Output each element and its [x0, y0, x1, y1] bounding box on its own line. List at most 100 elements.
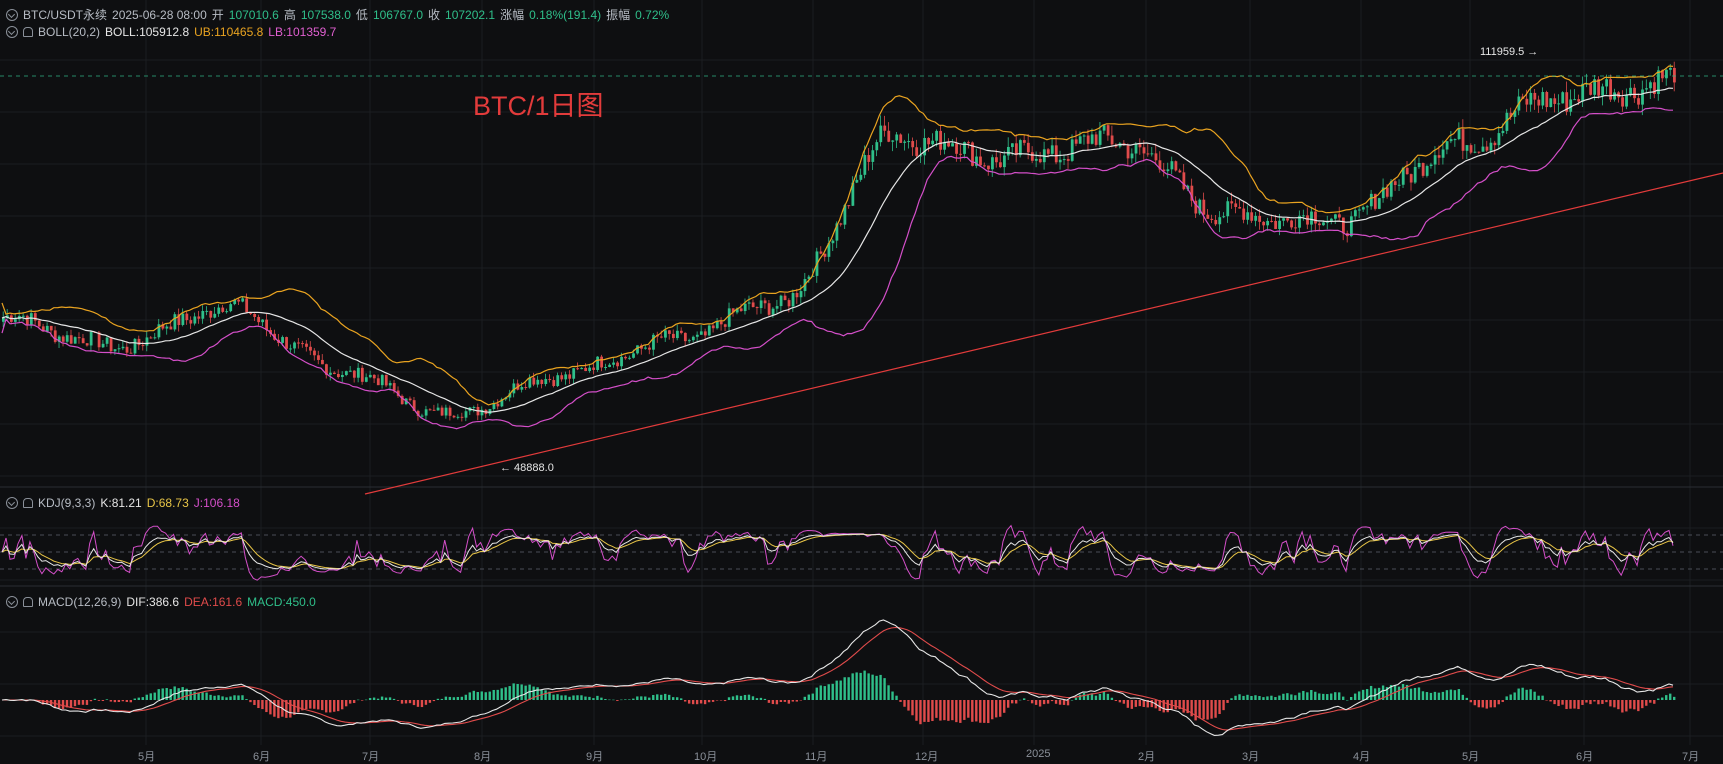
macd-histogram-bar	[1110, 697, 1114, 700]
macd-histogram-bar	[1505, 696, 1508, 700]
kdj-name[interactable]: KDJ(9,3,3)	[38, 496, 96, 510]
macd-histogram-bar	[1298, 692, 1301, 700]
macd-histogram-bar	[464, 694, 468, 700]
candle-body	[340, 374, 344, 377]
candle-body	[1629, 87, 1632, 96]
collapse-icon[interactable]	[6, 596, 18, 608]
candle-body	[1010, 143, 1014, 147]
collapse-icon[interactable]	[6, 8, 18, 21]
macd-name[interactable]: MACD(12,26,9)	[38, 595, 122, 609]
macd-histogram-bar	[1334, 692, 1337, 700]
macd-histogram-bar	[249, 700, 252, 703]
macd-histogram-bar	[1497, 700, 1500, 705]
candle-body	[1589, 83, 1593, 95]
candle-body	[1665, 69, 1668, 79]
candle-body	[783, 295, 787, 301]
collapse-icon[interactable]	[6, 26, 18, 38]
macd-histogram-bar	[1258, 696, 1261, 700]
candle-body	[1030, 152, 1034, 161]
candle-body	[528, 377, 532, 388]
candle-body	[428, 409, 432, 411]
candle-body	[835, 223, 839, 241]
candle-body	[1429, 164, 1433, 167]
candle-body	[831, 240, 835, 244]
candle-body	[556, 375, 560, 387]
candle-body	[221, 307, 225, 312]
macd-histogram-bar	[687, 700, 691, 704]
candle-body	[432, 409, 436, 411]
macd-histogram-bar	[1597, 700, 1600, 705]
candle-body	[779, 295, 783, 307]
low-value: 106767.0	[372, 7, 423, 22]
candle-body	[1597, 79, 1601, 96]
macd-histogram-bar	[289, 700, 292, 718]
macd-histogram-bar	[1489, 700, 1492, 708]
macd-histogram-bar	[1082, 692, 1086, 700]
macd-histogram-bar	[432, 700, 436, 702]
macd-histogram-bar	[935, 700, 938, 718]
macd-histogram-bar	[117, 700, 121, 703]
macd-histogram-bar	[747, 694, 751, 700]
candle-body	[173, 314, 177, 330]
candle-body	[1621, 97, 1624, 107]
macd-histogram-bar	[484, 692, 487, 700]
macd-histogram-bar	[1609, 700, 1612, 707]
candle-body	[1385, 187, 1389, 197]
macd-histogram-bar	[1477, 700, 1480, 708]
macd-histogram-bar	[93, 698, 97, 700]
macd-histogram-bar	[703, 700, 707, 705]
macd-histogram-bar	[807, 694, 810, 700]
kdj-panel	[0, 524, 1723, 581]
candle-body	[703, 331, 707, 336]
month-tick-label: 2025	[1026, 748, 1051, 760]
candle-body	[715, 321, 719, 329]
macd-histogram-bar	[376, 698, 380, 700]
boll-lower-band	[1, 107, 1673, 430]
candle-body	[360, 367, 364, 382]
candle-body	[1190, 185, 1194, 201]
candle-body	[899, 134, 903, 143]
macd-histogram-bar	[1465, 697, 1469, 700]
boll-name[interactable]: BOLL(20,2)	[38, 25, 101, 39]
candle-body	[548, 378, 552, 381]
candle-body	[664, 330, 667, 338]
candle-body	[392, 383, 396, 391]
macd-histogram-bar	[1673, 696, 1676, 700]
bell-icon[interactable]	[23, 498, 33, 508]
collapse-icon[interactable]	[6, 497, 18, 509]
month-tick-label: 9月	[586, 751, 604, 763]
candle-body	[616, 362, 619, 367]
candle-body	[424, 409, 428, 416]
macd-histogram-bar	[1230, 698, 1233, 700]
candle-body	[859, 174, 863, 180]
candle-body	[683, 332, 687, 342]
candle-body	[269, 330, 272, 334]
candle-body	[125, 346, 129, 353]
macd-histogram-bar	[404, 700, 408, 704]
symbol[interactable]: BTC/USDT永续	[23, 8, 108, 22]
candle-body	[245, 298, 249, 313]
bell-icon[interactable]	[23, 597, 33, 607]
candle-body	[851, 182, 855, 206]
macd-histogram-bar	[209, 694, 212, 700]
candle-body	[1437, 155, 1441, 158]
macd-histogram-bar	[891, 691, 894, 700]
candle-body	[181, 313, 185, 325]
macd-histogram-bar	[317, 700, 320, 710]
candle-body	[963, 142, 966, 154]
macd-histogram-bar	[1669, 693, 1672, 700]
candle-body	[364, 377, 368, 382]
bell-icon[interactable]	[23, 27, 33, 37]
macd-value: MACD:450.0	[247, 595, 316, 609]
macd-histogram-bar	[903, 700, 906, 707]
macd-histogram-bar	[125, 700, 129, 702]
macd-histogram-bar	[1617, 700, 1620, 710]
candle-body	[213, 313, 217, 318]
macd-histogram-bar	[1050, 700, 1054, 702]
macd-histogram-bar	[823, 686, 826, 700]
macd-histogram-bar	[1122, 700, 1126, 704]
macd-panel	[1, 619, 1676, 736]
candle-body	[1653, 82, 1656, 95]
macd-histogram-bar	[979, 700, 982, 723]
